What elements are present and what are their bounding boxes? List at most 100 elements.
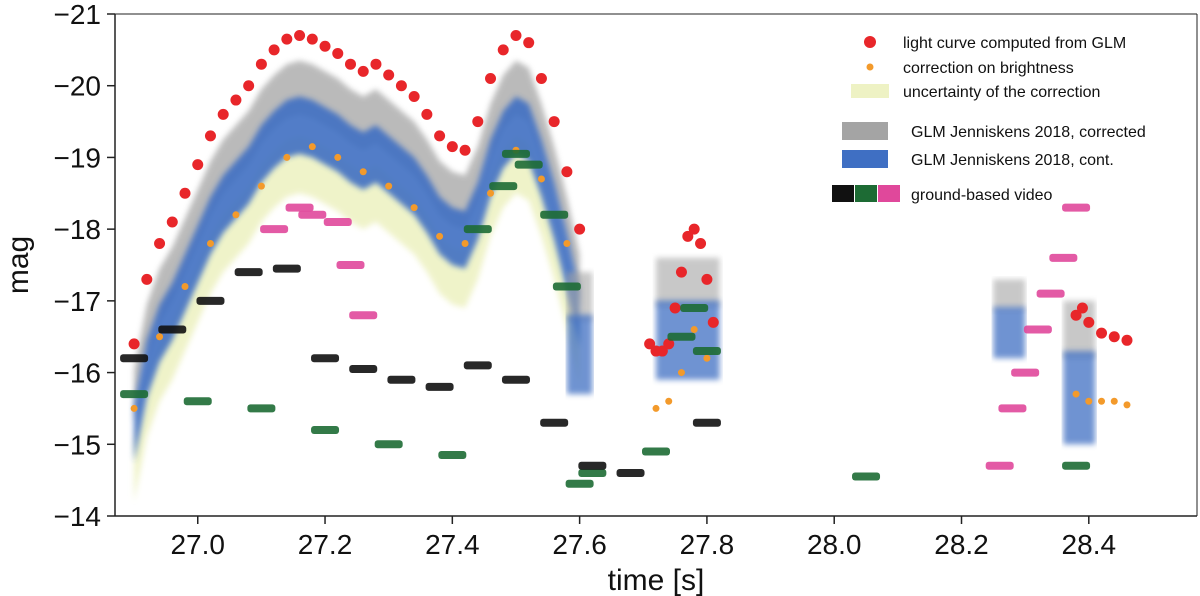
legend-swatch-pink xyxy=(878,185,900,202)
data-point xyxy=(298,210,327,219)
data-point xyxy=(395,80,407,92)
data-point xyxy=(438,451,467,460)
data-point xyxy=(179,187,191,199)
data-point xyxy=(130,404,138,412)
data-point xyxy=(692,418,721,427)
data-point xyxy=(1076,302,1088,314)
data-point xyxy=(344,58,356,70)
data-point xyxy=(436,232,444,240)
data-point xyxy=(247,404,276,413)
data-point xyxy=(578,461,607,470)
data-point xyxy=(682,230,694,242)
y-tick-label: −18 xyxy=(54,214,102,245)
data-point xyxy=(540,418,569,427)
data-point xyxy=(311,354,340,363)
data-point xyxy=(1096,327,1108,339)
glm-bands xyxy=(134,60,1096,502)
data-point xyxy=(181,283,189,291)
uncertainty-band xyxy=(134,135,580,502)
legend-swatch-green xyxy=(855,185,877,202)
data-point xyxy=(1070,309,1082,321)
data-point xyxy=(1049,253,1078,262)
data-point xyxy=(421,108,433,120)
data-point xyxy=(425,382,454,391)
x-tick-label: 28.0 xyxy=(807,529,862,560)
legend-label-glm-corrected: GLM Jenniskens 2018, corrected xyxy=(911,124,1146,141)
data-point xyxy=(230,94,242,106)
data-point xyxy=(334,153,342,161)
data-point xyxy=(332,47,344,59)
data-point xyxy=(272,264,301,273)
data-point xyxy=(349,364,378,373)
data-point xyxy=(489,182,518,191)
data-point xyxy=(680,304,709,313)
x-tick-label: 27.8 xyxy=(680,529,735,560)
data-point xyxy=(217,108,229,120)
data-point xyxy=(446,141,458,153)
data-point xyxy=(166,216,178,228)
y-tick-label: −15 xyxy=(54,429,102,460)
data-point xyxy=(644,338,656,350)
data-point xyxy=(1072,390,1080,398)
x-ticks: 27.0 27.2 27.4 27.6 27.8 28.0 28.2 28.4 xyxy=(170,516,1116,560)
data-point xyxy=(311,425,340,434)
data-point xyxy=(1023,325,1052,334)
x-tick-label: 27.4 xyxy=(425,529,480,560)
data-point xyxy=(260,225,289,234)
glm-cont-block xyxy=(566,314,593,395)
data-point xyxy=(695,237,707,249)
data-point xyxy=(703,354,711,362)
data-point xyxy=(701,273,713,285)
data-point xyxy=(985,461,1014,470)
legend-marker-correction xyxy=(866,63,874,71)
legend-marker-uncertainty xyxy=(851,84,889,98)
data-point xyxy=(1085,397,1093,405)
data-point xyxy=(183,397,212,406)
data-point xyxy=(548,116,560,128)
data-point xyxy=(578,468,607,477)
data-point xyxy=(501,149,530,158)
data-point xyxy=(383,69,395,81)
data-point xyxy=(692,347,721,356)
data-point xyxy=(387,375,416,384)
legend-swatch-black xyxy=(832,185,854,202)
data-point xyxy=(561,166,573,178)
data-point xyxy=(472,116,484,128)
x-tick-label: 27.0 xyxy=(170,529,225,560)
data-point xyxy=(196,296,225,305)
y-ticks: −21 −20 −19 −18 −17 −16 −15 −14 xyxy=(54,0,115,532)
data-point xyxy=(141,273,153,285)
data-point xyxy=(497,44,509,56)
legend: light curve computed from GLM correction… xyxy=(832,35,1146,204)
x-axis-label: time [s] xyxy=(608,564,705,596)
legend-label-ground-video: ground-based video xyxy=(911,187,1053,204)
x-tick-label: 27.6 xyxy=(552,529,607,560)
data-point xyxy=(690,326,698,334)
data-point xyxy=(319,40,331,52)
data-point xyxy=(1062,203,1091,212)
data-point xyxy=(257,182,265,190)
data-point xyxy=(1062,461,1091,470)
data-point xyxy=(336,261,365,269)
data-point xyxy=(408,90,420,102)
data-point xyxy=(120,354,149,363)
series-4 xyxy=(260,203,1091,470)
data-point xyxy=(667,332,696,341)
x-tick-label: 27.2 xyxy=(298,529,353,560)
data-point xyxy=(268,44,280,56)
data-point xyxy=(158,325,187,334)
data-point xyxy=(707,316,719,328)
data-point xyxy=(642,447,670,456)
data-point xyxy=(434,130,446,142)
data-point xyxy=(537,175,545,183)
data-point xyxy=(1123,401,1131,409)
data-point xyxy=(463,225,492,234)
glm-cont-band xyxy=(134,96,580,463)
data-point xyxy=(154,237,166,249)
series-2 xyxy=(120,149,1091,488)
data-point xyxy=(294,30,306,42)
data-point xyxy=(501,375,530,384)
data-point xyxy=(192,159,204,171)
data-point xyxy=(665,397,673,405)
legend-marker-glm-light-curve xyxy=(864,36,876,48)
